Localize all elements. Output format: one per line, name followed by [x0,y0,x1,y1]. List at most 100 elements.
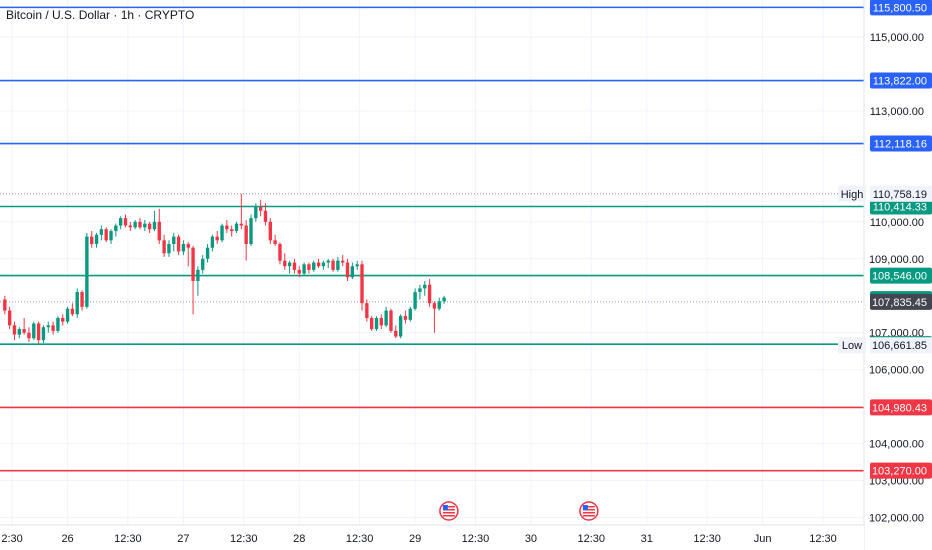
flag-canton [442,505,448,510]
candle [369,316,374,331]
high-label: High 110,758.19 [838,185,932,202]
level-price-tag: 103,270.00 [870,462,932,479]
candle [229,225,234,237]
low-label-caption: Low [842,340,862,352]
time-axis-background [0,525,864,550]
candle-body [389,310,393,331]
candle-body [350,266,355,278]
candle-body [384,310,388,326]
event-marker-ring [439,501,459,521]
candle-body [201,258,205,270]
candle [326,258,330,269]
candle-body [341,260,345,263]
candle [75,288,79,318]
horizontal-levels [0,6,864,472]
time-axis[interactable]: 2:30 26 12:30 27 12:30 28 12:30 29 12:30 30 12:30 3… [1,533,836,545]
candle-body [210,236,215,248]
last-price-tag: 107,835.45 [870,293,932,310]
candle-body [268,221,272,241]
candle [442,295,446,304]
candle-body [254,207,258,219]
candle-body [70,308,75,315]
x-tick-label: Jun [754,533,772,545]
candle-body [283,260,287,267]
candle [273,234,277,246]
y-tick-label: 110,000.00 [870,217,924,229]
candle-body [133,221,137,228]
flag-stripe [442,515,455,517]
x-tick-label: 28 [293,533,305,545]
candle-body [258,207,263,211]
candle-body [12,325,17,335]
x-tick-label: 12:30 [346,533,374,545]
candle [413,288,417,311]
candle [215,231,219,245]
candle [70,303,75,317]
candle [418,284,422,300]
candle-body [263,210,268,222]
candle [104,227,108,243]
candle-body [94,234,99,245]
candle-body [302,264,306,274]
high-label-caption: High [841,189,864,201]
level-price-tag: 110,414.33 [870,198,932,215]
candle [162,234,166,257]
candle [244,219,248,261]
us-flag-event-icon[interactable] [439,501,459,521]
low-label-value-box [870,337,932,354]
flag-stripe [582,506,595,508]
candle-body [176,236,181,252]
x-tick-label: 12:30 [578,533,606,545]
candle [138,218,142,230]
last-price-tag-box [870,293,932,310]
y-tick-label: 104,000.00 [869,439,924,451]
level-price-tag: 115,800.50 [870,0,932,16]
candle-body [360,264,364,304]
candle-body [437,301,441,309]
candle [408,306,412,322]
flag-stripe [582,509,595,511]
candle [201,255,205,274]
candle [365,299,369,322]
candle-body [186,244,190,248]
candle [423,280,427,296]
us-flag-event-icon[interactable] [579,501,599,521]
candle [27,327,31,342]
candle-body [17,329,21,335]
candle-body [114,225,118,232]
candle-body [196,269,200,281]
candle-body [41,327,46,341]
candle-body [51,325,55,331]
x-tick-label: 12:30 [693,533,721,545]
last-price-tag-text: 107,835.45 [872,297,927,309]
candle-body [403,316,408,320]
candle [36,321,41,344]
candle [3,295,7,315]
candle-body [3,299,7,311]
x-tick-label: 30 [525,533,537,545]
candle [32,321,36,341]
candle [432,301,437,333]
candle-body [99,229,104,235]
level-price-tag-text: 112,118.16 [874,139,927,151]
y-tick-label: 102,000.00 [869,513,924,525]
candle [7,306,12,330]
event-marker-ring [579,501,599,521]
candle [427,279,432,307]
candle-body [85,236,89,307]
candle [118,216,123,230]
candle-body [316,262,321,267]
candle-body [278,244,282,261]
candle-body [321,262,326,267]
level-price-tag: 108,546.00 [870,267,932,284]
candle [283,253,287,270]
candle-body [205,247,210,259]
level-price-tag-box [870,0,932,16]
economic-events[interactable] [439,501,599,521]
candle-body [244,225,248,245]
candle-body [22,329,26,333]
candle-body [418,288,422,293]
low-label-caption-box [838,337,866,354]
candle [172,232,176,252]
